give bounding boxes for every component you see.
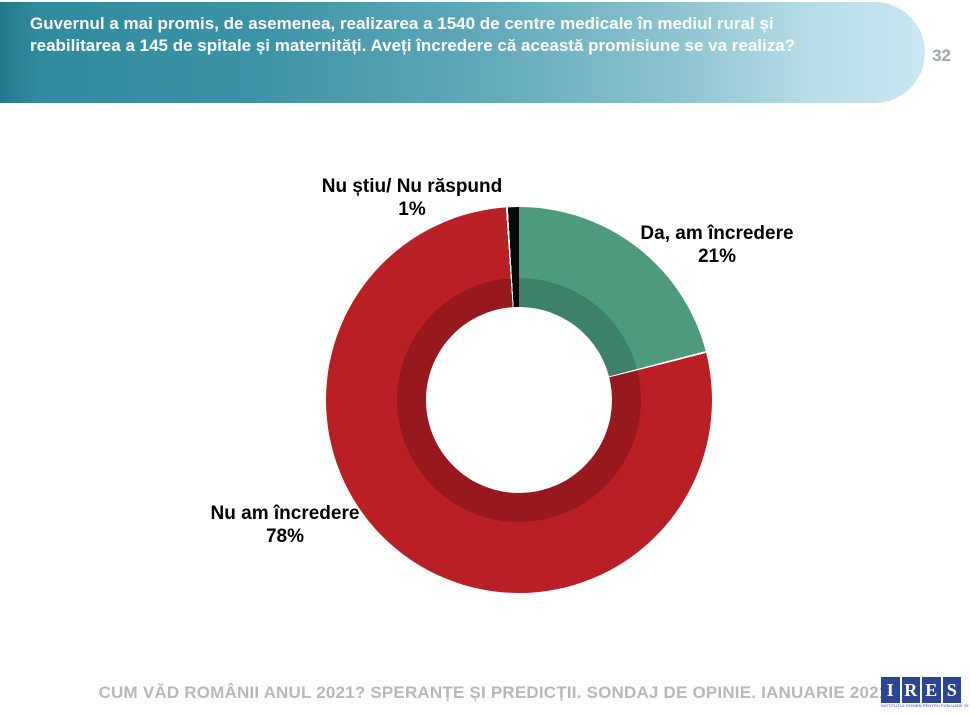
donut-chart bbox=[326, 207, 712, 593]
label-da-incredere-pct: 21% bbox=[697, 246, 737, 267]
ires-logo: I R E S INSTITUTUL ROMÂN PENTRU EVALUARE… bbox=[881, 677, 970, 708]
ires-logo-letter: R bbox=[901, 677, 920, 703]
header-banner: Guvernul a mai promis, de asemenea, real… bbox=[0, 2, 925, 103]
footer-caption: CUM VĂD ROMÂNII ANUL 2021? SPERANȚE ȘI P… bbox=[98, 683, 889, 702]
label-da-incredere-text: Da, am încredere bbox=[640, 223, 794, 244]
ires-logo-tagline: INSTITUTUL ROMÂN PENTRU EVALUARE ȘI STRA… bbox=[881, 703, 970, 708]
ires-logo-tiles: I R E S bbox=[881, 677, 962, 703]
label-nu-incredere-pct: 78% bbox=[265, 526, 305, 547]
ires-logo-letter: S bbox=[942, 677, 961, 703]
label-nu-stiu-pct: 1% bbox=[398, 199, 426, 220]
donut-hole bbox=[426, 307, 612, 493]
ires-logo-letter: I bbox=[881, 677, 900, 703]
page-number: 32 bbox=[932, 46, 951, 65]
label-nu-incredere-text: Nu am încredere bbox=[210, 503, 360, 524]
label-nu-stiu: Nu știu/ Nu răspund 1% bbox=[282, 175, 542, 221]
label-nu-incredere: Nu am încredere 78% bbox=[165, 502, 405, 548]
question-title: Guvernul a mai promis, de asemenea, real… bbox=[30, 14, 796, 55]
label-da-incredere: Da, am încredere 21% bbox=[597, 222, 837, 268]
ires-logo-letter: E bbox=[922, 677, 941, 703]
label-nu-stiu-text: Nu știu/ Nu răspund bbox=[321, 176, 503, 197]
